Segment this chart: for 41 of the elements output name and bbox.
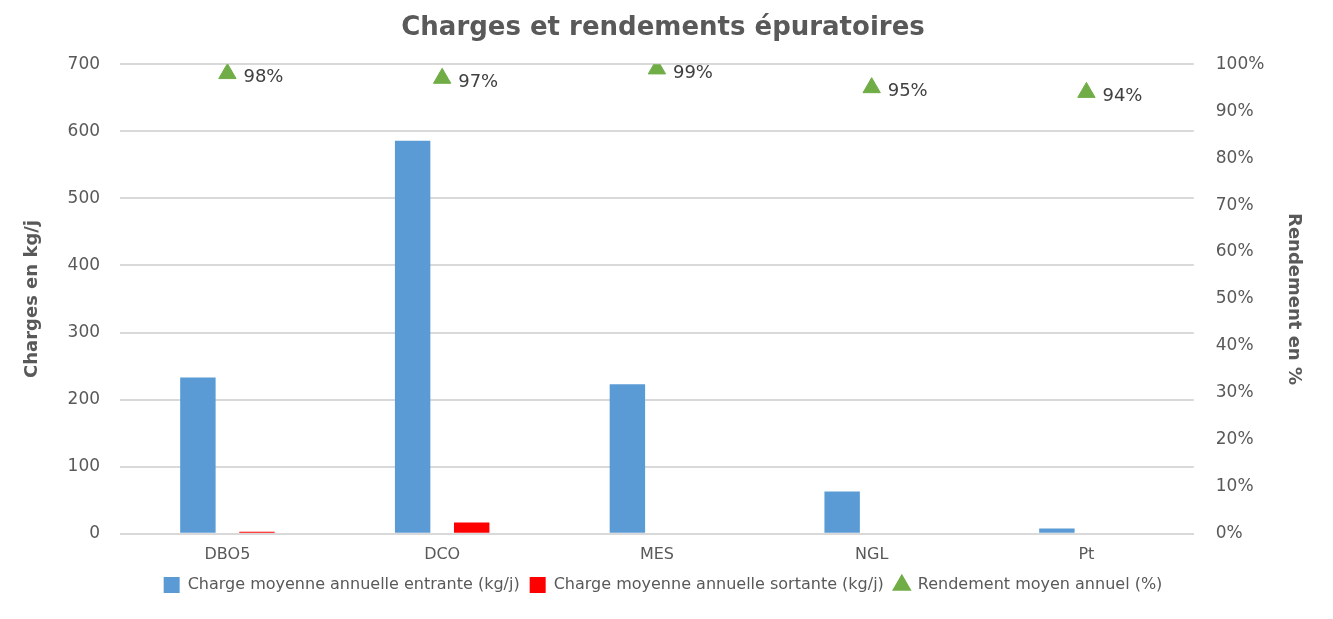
y2-tick-label: 90% [1215,99,1254,120]
legend-label: Charge moyenne annuelle entrante (kg/j) [187,574,520,594]
data-label: 95% [887,79,928,101]
bar [453,522,490,533]
y-tick-label: 400 [67,253,101,274]
y2-tick-label: 40% [1215,334,1254,355]
bar [1039,528,1075,533]
data-label: 97% [458,69,499,91]
x-tick-label: Pt [1078,543,1095,563]
y-tick-label: 700 [67,52,101,73]
y-tick-label: 500 [67,186,101,207]
x-tick-label: DBO5 [204,543,251,563]
y2-tick-label: 70% [1215,193,1254,214]
y2-tick-label: 10% [1215,475,1254,496]
y-tick-label: 300 [67,320,101,341]
y2-tick-label: 100% [1215,52,1265,73]
y2-tick-label: 50% [1215,287,1254,308]
bar [824,491,860,533]
y-tick-label: 600 [67,119,101,140]
bar [394,140,431,533]
y2-tick-label: 60% [1215,240,1254,261]
y2-axis-title: Rendement en % [1284,213,1306,385]
y-axis-title: Charges en kg/j [20,219,42,379]
y-tick-label: 200 [67,388,101,409]
data-label: 99% [672,60,713,82]
x-tick-label: DCO [424,543,461,563]
chart-title: Charges et rendements épuratoires [401,11,925,42]
legend-label: Rendement moyen annuel (%) [917,574,1163,594]
legend-label: Charge moyenne annuelle sortante (kg/j) [553,574,884,594]
x-tick-label: NGL [855,543,889,563]
y2-tick-label: 30% [1215,381,1254,402]
y-tick-label: 100 [67,455,101,476]
y2-tick-label: 0% [1215,522,1243,543]
bar [180,377,216,533]
data-label: 94% [1102,84,1143,106]
bar [609,384,646,533]
x-tick-label: MES [639,543,674,563]
y-tick-label: 0 [89,522,101,543]
data-label: 98% [243,65,284,87]
y2-tick-label: 80% [1215,146,1254,167]
y2-tick-label: 20% [1215,428,1254,449]
